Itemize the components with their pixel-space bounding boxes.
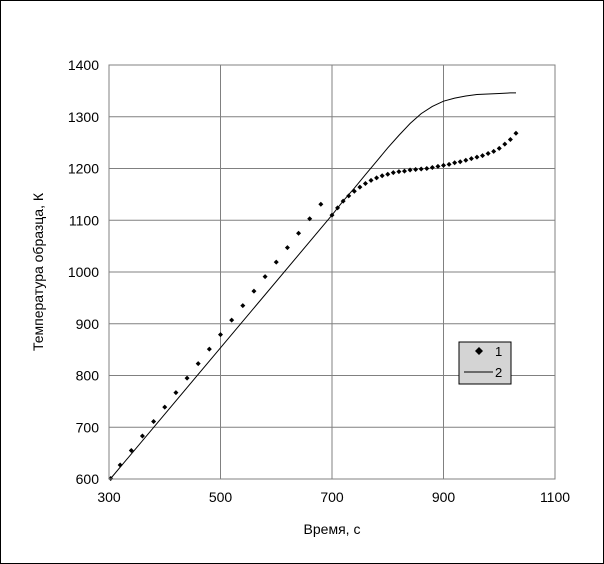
series-1-point <box>496 145 502 151</box>
x-axis-title: Время, с <box>304 521 361 537</box>
y-tick-label: 1100 <box>69 212 99 228</box>
series-1-point <box>296 230 302 236</box>
series-1-point <box>351 188 357 194</box>
series-1-point <box>229 317 235 323</box>
series-1-point <box>117 462 123 468</box>
series-2-line <box>110 92 516 479</box>
series-1-point <box>429 164 435 170</box>
series-1-point <box>502 141 508 147</box>
series-1-point <box>407 167 413 173</box>
y-tick-label: 700 <box>76 419 100 435</box>
series-1-point <box>507 137 513 143</box>
series-1-point <box>329 212 335 218</box>
y-tick-label: 800 <box>76 368 100 384</box>
legend: 1 2 <box>458 341 512 385</box>
series-1-point <box>240 303 246 309</box>
y-tick-label: 1200 <box>68 161 99 177</box>
series-1-point <box>385 171 391 177</box>
y-tick-label: 900 <box>76 316 100 332</box>
series-1-point <box>441 162 446 168</box>
series-1-point <box>128 448 134 454</box>
series-1-point <box>139 433 145 439</box>
series-1-point <box>424 166 430 171</box>
series-1-point <box>307 216 313 222</box>
series-1-point <box>273 259 279 265</box>
y-tick-label: 600 <box>76 471 100 487</box>
series-1-point <box>457 159 463 165</box>
legend-label-series-1: 1 <box>495 344 502 359</box>
series-1-point <box>374 175 380 181</box>
series-1-point <box>340 198 346 204</box>
series-1-point <box>206 346 212 352</box>
series-1-point <box>418 166 424 172</box>
series-1-point <box>491 148 497 154</box>
series-1-point <box>262 274 268 280</box>
series-1-point <box>362 181 368 187</box>
legend-label-series-2: 2 <box>495 365 502 380</box>
series-1-point <box>485 150 491 156</box>
legend-marker-series-1 <box>475 347 483 355</box>
series-1-point <box>396 169 402 175</box>
x-tick-label: 900 <box>432 489 456 505</box>
series-1-point <box>446 161 452 167</box>
series-1-point <box>218 332 223 338</box>
series-1-point <box>195 361 201 367</box>
series-1-point <box>357 184 363 190</box>
series-1-point <box>401 168 407 174</box>
x-tick-label: 500 <box>209 489 233 505</box>
series-1-point <box>151 419 157 425</box>
series-1-point <box>463 157 469 163</box>
series-1-point <box>318 201 324 207</box>
series-1-point <box>413 167 419 173</box>
series-1-point <box>251 288 257 294</box>
series-1-point <box>184 375 190 381</box>
series-1-point <box>390 170 396 176</box>
y-tick-label: 1300 <box>68 109 99 125</box>
series-1-point <box>480 153 486 159</box>
series-1-point <box>346 193 352 199</box>
x-tick-label: 1100 <box>540 489 570 505</box>
series-1-point <box>284 245 290 251</box>
plot-border <box>108 64 556 480</box>
y-tick-label: 1400 <box>68 57 99 73</box>
series-1-point <box>162 404 168 410</box>
series-1-point <box>173 390 179 396</box>
series-1-point <box>379 173 385 179</box>
series-1-point <box>474 154 480 160</box>
series-1-point <box>513 130 519 136</box>
y-tick-label: 1000 <box>68 264 99 280</box>
x-tick-label: 700 <box>320 489 344 505</box>
series-1-point <box>368 177 374 183</box>
series-1-point <box>335 205 341 211</box>
legend-box <box>458 341 512 385</box>
series-1-point <box>468 156 474 162</box>
series-1-point <box>452 160 458 166</box>
y-axis-title: Температура образца, К <box>30 192 46 351</box>
series-1-point <box>435 163 441 169</box>
tick-labels: 300 500 700 900 1100 600 700 800 900 1000 1100 1200… <box>68 57 570 505</box>
x-tick-label: 300 <box>97 489 121 505</box>
series-layer <box>108 92 519 481</box>
